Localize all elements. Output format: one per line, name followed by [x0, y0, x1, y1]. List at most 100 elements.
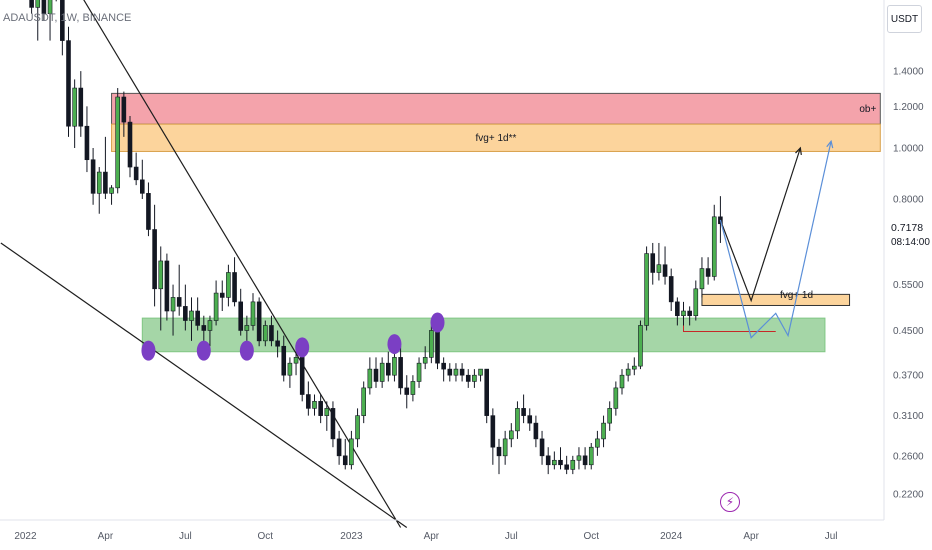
projections-layer[interactable]	[719, 139, 834, 339]
candle-body	[195, 310, 200, 326]
candle-106	[656, 242, 662, 281]
candle-body	[41, 0, 47, 14]
candle-97	[601, 415, 606, 448]
projection-path-black[interactable]	[719, 147, 801, 303]
candle-body	[601, 422, 606, 440]
candle-93	[576, 447, 582, 470]
candle-body	[564, 464, 569, 470]
zone-0[interactable]	[111, 92, 881, 125]
candle-body	[152, 229, 157, 290]
price-tick-5: 0.4500	[893, 326, 924, 337]
candle-body	[324, 408, 330, 416]
candle-50	[312, 394, 317, 416]
candle-16	[103, 136, 108, 199]
price-tick-6: 0.3700	[893, 371, 924, 382]
trendline-0[interactable]	[13, 0, 402, 528]
touch-marker-0	[141, 340, 156, 361]
candle-body	[588, 446, 594, 466]
candle-21	[133, 152, 139, 186]
candle-body	[687, 310, 692, 317]
candle-4	[29, 0, 34, 14]
candle-88	[545, 447, 551, 475]
candle-body	[96, 171, 102, 194]
candle-96	[595, 430, 600, 456]
candle-55	[342, 438, 348, 470]
candle-body	[133, 166, 139, 181]
candle-body	[189, 310, 194, 321]
candle-body	[613, 387, 619, 409]
price-tick-7: 0.3100	[893, 411, 924, 422]
candle-24	[152, 204, 157, 307]
price-tick-1: 1.2000	[893, 102, 924, 113]
candle-body	[213, 292, 219, 321]
candle-38	[238, 288, 243, 336]
candle-109	[675, 297, 680, 326]
last-price-value: 0.7178	[891, 222, 923, 234]
projection-path-blue[interactable]	[719, 141, 832, 339]
candle-80	[496, 438, 502, 475]
candle-body	[72, 87, 77, 127]
candle-body	[299, 357, 305, 395]
candle-105	[650, 242, 656, 285]
candle-52	[324, 401, 330, 431]
zones-layer: ob+fvg+ 1d**fvg+ 1d	[111, 92, 881, 353]
candle-body	[176, 297, 182, 307]
candle-23	[146, 182, 151, 237]
candle-body	[631, 365, 637, 370]
candle-body	[496, 446, 502, 457]
price-axis-pane[interactable]	[884, 0, 932, 550]
candle-body	[539, 438, 545, 457]
candle-9	[60, 0, 65, 56]
candle-62	[385, 351, 391, 382]
candle-body	[705, 268, 711, 277]
currency-button[interactable]: USDT	[887, 5, 922, 33]
candle-83	[515, 401, 520, 439]
candle-17	[109, 185, 114, 205]
candle-84	[521, 394, 526, 424]
candle-31	[195, 297, 200, 331]
candle-6	[41, 0, 47, 21]
candle-61	[379, 357, 385, 388]
time-tick-6: Jul	[505, 531, 518, 542]
candle-36	[226, 264, 231, 307]
candle-59	[367, 357, 373, 395]
candle-107	[662, 246, 668, 285]
candle-32	[201, 315, 207, 341]
zone-1[interactable]	[111, 123, 881, 152]
time-tick-3: Oct	[258, 531, 274, 542]
zone-3[interactable]	[141, 317, 826, 353]
candle-body	[404, 387, 410, 395]
lightning-bolt-icon[interactable]: ⚡	[720, 492, 740, 512]
candle-14	[90, 148, 96, 205]
candle-body	[140, 179, 145, 194]
candle-body	[269, 325, 274, 342]
candle-body	[115, 96, 120, 189]
candle-67	[416, 357, 422, 388]
price-axis: 1.4000 1.2000 1.0000 0.8000 0.5500 0.4500 0.37…	[893, 67, 924, 501]
zone-2[interactable]	[701, 293, 851, 306]
trendline-1[interactable]	[0, 242, 408, 528]
candle-body	[306, 394, 311, 409]
candle-body	[170, 297, 176, 312]
time-tick-7: Oct	[583, 531, 599, 542]
candle-body	[121, 96, 127, 123]
candle-28	[176, 264, 182, 316]
candle-body	[711, 216, 717, 277]
candle-body	[361, 387, 367, 416]
candle-body	[281, 345, 287, 376]
candle-body	[582, 455, 588, 466]
candle-body	[183, 306, 188, 321]
candle-body	[441, 362, 446, 370]
candle-body	[256, 301, 262, 342]
candle-13	[84, 106, 90, 173]
candle-body	[262, 325, 268, 342]
candle-73	[453, 363, 459, 382]
candle-body	[459, 368, 465, 376]
candle-51	[318, 394, 323, 424]
trendlines-layer[interactable]	[0, 0, 408, 528]
candle-body	[35, 0, 41, 8]
candle-body	[558, 459, 563, 466]
candle-body	[662, 264, 668, 277]
candle-79	[490, 408, 496, 465]
